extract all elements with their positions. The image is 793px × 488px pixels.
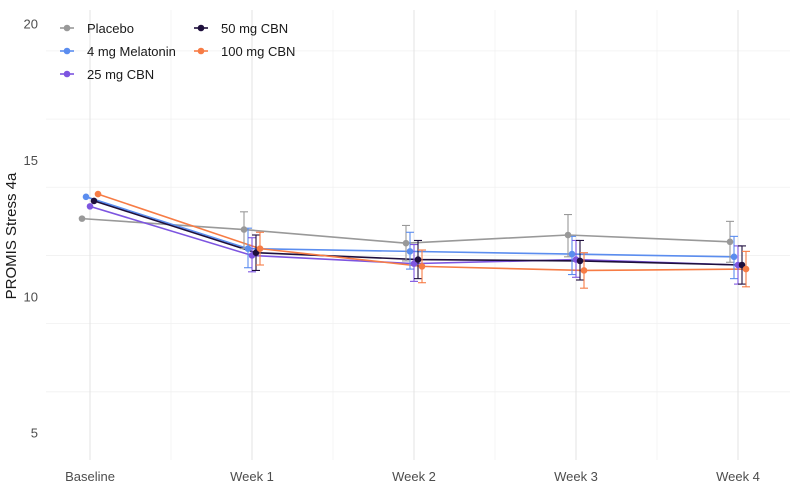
legend: Placebo 4 mg Melatonin 25 mg CBN 50 mg CBN 1… — [60, 21, 295, 82]
legend-key-point — [63, 47, 71, 55]
data-point-50-mg-cbn — [576, 257, 584, 265]
legend-key-point — [197, 24, 205, 32]
data-point-100-mg-cbn — [94, 190, 102, 198]
y-tick-label: 10 — [24, 289, 38, 304]
legend-label: 100 mg CBN — [221, 44, 295, 59]
y-axis-ticks: 5 10 15 20 — [24, 17, 38, 441]
data-point-50-mg-cbn — [252, 249, 260, 257]
legend-label: Placebo — [87, 21, 134, 36]
data-point-4-mg-melatonin — [730, 253, 738, 261]
data-point-4-mg-melatonin — [244, 245, 252, 252]
x-tick-label: Week 3 — [554, 469, 598, 484]
data-point-50-mg-cbn — [738, 261, 746, 269]
data-point-4-mg-melatonin — [406, 248, 414, 255]
data-point-100-mg-cbn — [418, 263, 426, 270]
data-point-50-mg-cbn — [90, 197, 98, 205]
y-tick-label: 15 — [24, 153, 38, 168]
data-point-placebo — [240, 226, 248, 233]
legend-label: 4 mg Melatonin — [87, 44, 176, 59]
data-points — [78, 190, 750, 274]
legend-item-25-mg-cbn: 25 mg CBN — [60, 67, 154, 82]
legend-label: 25 mg CBN — [87, 67, 154, 82]
x-tick-label: Baseline — [65, 469, 115, 484]
data-point-placebo — [402, 239, 410, 247]
data-point-25-mg-cbn — [410, 260, 418, 267]
legend-item-50-mg-cbn: 50 mg CBN — [194, 21, 288, 36]
y-axis-label: PROMIS Stress 4a — [3, 172, 20, 299]
data-point-placebo — [78, 215, 86, 222]
data-point-100-mg-cbn — [256, 245, 264, 252]
data-point-4-mg-melatonin — [568, 250, 576, 258]
data-point-100-mg-cbn — [742, 265, 750, 273]
grid-lines — [46, 10, 790, 460]
y-tick-label: 20 — [24, 17, 38, 32]
legend-label: 50 mg CBN — [221, 21, 288, 36]
data-point-25-mg-cbn — [86, 203, 94, 210]
x-axis-ticks: Baseline Week 1 Week 2 Week 3 Week 4 — [65, 469, 760, 484]
legend-key-point — [197, 47, 205, 55]
data-point-50-mg-cbn — [414, 256, 422, 263]
legend-item-4-mg-melatonin: 4 mg Melatonin — [60, 44, 176, 59]
x-tick-label: Week 1 — [230, 469, 274, 484]
legend-key-point — [63, 24, 71, 32]
data-point-4-mg-melatonin — [82, 193, 90, 201]
data-point-placebo — [726, 238, 734, 246]
y-tick-label: 5 — [31, 426, 38, 441]
x-tick-label: Week 2 — [392, 469, 436, 484]
legend-key-point — [63, 70, 71, 78]
data-point-placebo — [564, 231, 572, 239]
x-tick-label: Week 4 — [716, 469, 760, 484]
legend-item-100-mg-cbn: 100 mg CBN — [194, 44, 295, 59]
data-point-100-mg-cbn — [580, 267, 588, 274]
legend-item-placebo: Placebo — [60, 21, 134, 36]
